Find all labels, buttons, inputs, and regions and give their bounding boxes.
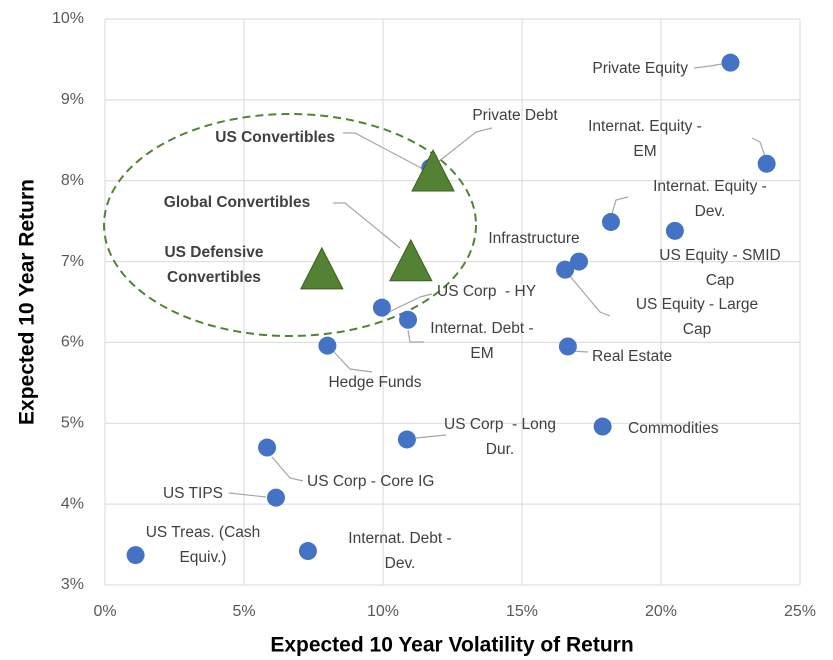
data-point bbox=[411, 148, 455, 192]
y-tick-label: 4% bbox=[61, 495, 84, 512]
leader-line bbox=[568, 274, 611, 317]
y-tick-label: 5% bbox=[61, 415, 84, 432]
data-point bbox=[558, 337, 577, 356]
data-label: Dev. bbox=[695, 203, 726, 220]
data-point bbox=[399, 310, 418, 329]
data-label: US TIPS bbox=[163, 485, 223, 502]
data-label: Hedge Funds bbox=[328, 374, 421, 391]
data-label: US Convertibles bbox=[215, 129, 335, 146]
x-tick-label: 25% bbox=[784, 603, 816, 620]
data-label: Internat. Equity - bbox=[588, 118, 702, 135]
y-axis-title: Expected 10 Year Return bbox=[16, 179, 39, 425]
data-point bbox=[556, 260, 575, 279]
data-point bbox=[318, 336, 337, 355]
x-tick-label: 10% bbox=[367, 603, 399, 620]
data-point bbox=[126, 546, 145, 565]
x-tick-label: 15% bbox=[506, 603, 538, 620]
leader-line bbox=[611, 196, 629, 215]
data-label: Private Equity bbox=[592, 60, 688, 77]
data-label: Convertibles bbox=[167, 269, 261, 286]
convertibles-region bbox=[103, 113, 477, 337]
data-label: EM bbox=[633, 143, 656, 160]
leader-line bbox=[271, 456, 304, 482]
data-label: US Defensive bbox=[164, 244, 263, 261]
data-point bbox=[397, 430, 416, 449]
data-label: Private Debt bbox=[472, 107, 558, 124]
data-label: Global Convertibles bbox=[164, 194, 310, 211]
leader-line bbox=[228, 492, 267, 498]
data-point bbox=[569, 252, 588, 271]
data-label: EM bbox=[470, 345, 493, 362]
leader-line bbox=[751, 137, 766, 157]
leader-line bbox=[388, 293, 433, 313]
data-label: US Corp - Core IG bbox=[307, 473, 434, 490]
data-label: Cap bbox=[706, 272, 734, 289]
data-label: Internat. Equity - bbox=[653, 178, 767, 195]
data-point bbox=[372, 298, 391, 317]
data-point bbox=[665, 221, 684, 240]
x-tick-label: 5% bbox=[232, 603, 255, 620]
y-tick-label: 3% bbox=[61, 576, 84, 593]
data-label: Dur. bbox=[486, 441, 514, 458]
data-label: Real Estate bbox=[592, 348, 672, 365]
leader-line bbox=[407, 329, 424, 343]
data-point bbox=[721, 53, 740, 72]
data-label: Dev. bbox=[385, 555, 416, 572]
leader-line bbox=[333, 202, 401, 249]
data-label: Internat. Debt - bbox=[430, 320, 533, 337]
y-tick-label: 7% bbox=[61, 253, 84, 270]
data-point bbox=[266, 488, 285, 507]
leader-line bbox=[693, 63, 723, 69]
x-axis-title: Expected 10 Year Volatility of Return bbox=[270, 634, 633, 657]
data-point bbox=[388, 238, 433, 282]
data-point bbox=[298, 542, 317, 561]
leader-line bbox=[437, 127, 493, 163]
leader-line bbox=[415, 434, 447, 439]
y-tick-label: 10% bbox=[52, 10, 84, 27]
data-label: US Corp - HY bbox=[437, 283, 536, 300]
data-point bbox=[601, 212, 620, 231]
data-point bbox=[258, 438, 277, 457]
data-label: Internat. Debt - bbox=[348, 530, 451, 547]
data-label: US Equity - SMID bbox=[659, 247, 780, 264]
leader-line bbox=[343, 132, 426, 171]
x-tick-label: 0% bbox=[93, 603, 116, 620]
data-label: Equiv.) bbox=[179, 549, 226, 566]
data-label: US Equity - Large bbox=[636, 296, 758, 313]
leader-line bbox=[333, 351, 373, 373]
grid bbox=[104, 18, 801, 586]
data-label: Cap bbox=[683, 321, 711, 338]
y-tick-label: 8% bbox=[61, 172, 84, 189]
data-point bbox=[757, 154, 776, 173]
data-label: US Corp - Long bbox=[444, 416, 556, 433]
y-tick-label: 6% bbox=[61, 334, 84, 351]
data-point bbox=[593, 417, 612, 436]
y-tick-label: 9% bbox=[61, 91, 84, 108]
data-label: Commodities bbox=[628, 420, 719, 437]
data-point bbox=[300, 246, 344, 290]
data-label: Infrastructure bbox=[488, 230, 579, 247]
x-tick-label: 20% bbox=[645, 603, 677, 620]
data-label: US Treas. (Cash bbox=[146, 524, 261, 541]
